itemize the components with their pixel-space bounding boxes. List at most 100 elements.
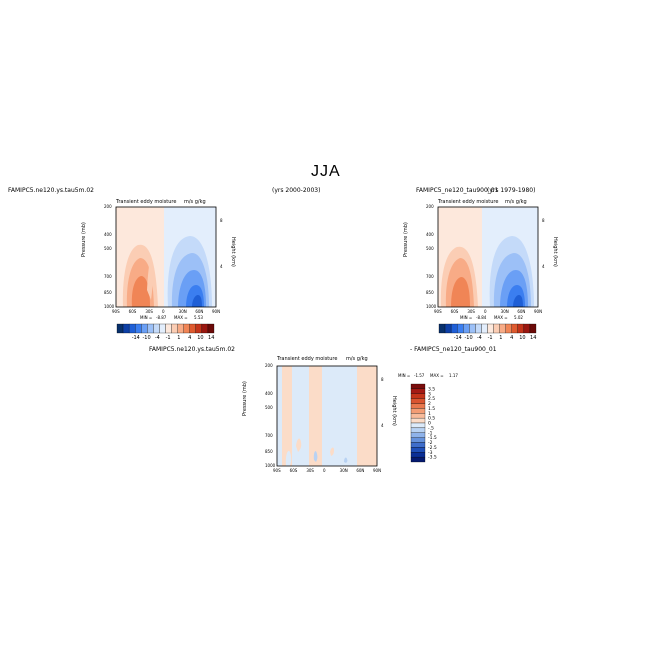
colorbar-main-right-swatch (463, 323, 470, 334)
colorbar-diff-label: 2.5 (428, 396, 435, 402)
panel1-lat-tick: 90S (112, 309, 120, 314)
panel3-lat-tick: 30S (306, 468, 314, 473)
colorbar-diff-label: 2 (428, 401, 431, 407)
panel1-min-label: MIN = (140, 315, 153, 320)
panel3-lat-tick: 60N (356, 468, 365, 473)
panel1-lat-tick: 60N (195, 309, 204, 314)
colorbar-main-left-swatch (128, 323, 136, 334)
panel3-lat-tick: 0 (323, 468, 326, 473)
colorbar-main-right-swatch (505, 323, 512, 334)
colorbar-main-right-label: 1 (499, 335, 502, 341)
colorbar-diff-label: -2 (428, 440, 433, 446)
panel3-field (277, 366, 377, 466)
panel1-years: (yrs 2000-2003) (272, 187, 321, 194)
colorbar-diff-swatch (410, 422, 426, 429)
colorbar-main-left-swatch (141, 323, 148, 334)
colorbar-diff-swatch (410, 417, 426, 424)
panel3-pressure-tick: 200 (265, 363, 273, 368)
panel3-max-label: MAX = (430, 373, 444, 378)
panel1-lat-tick: 30N (178, 309, 187, 314)
panel3-min-label: MIN = (398, 373, 411, 378)
colorbar-diff-swatch (410, 383, 426, 390)
colorbar-diff-swatch (410, 393, 426, 399)
panel1-lat-tick: 0 (162, 309, 165, 314)
colorbar-main-left-label: -10 (142, 335, 150, 341)
colorbar-main-left-swatch (122, 323, 130, 334)
colorbar-diff-label: -1.5 (428, 435, 437, 441)
colorbar-main-left-label: 10 (197, 335, 203, 341)
colorbar-main-right-swatch (511, 323, 518, 334)
colorbar-main-left-label: -14 (132, 335, 140, 341)
panel1-pressure-tick: 500 (104, 246, 112, 251)
colorbar-main-left-swatch (195, 323, 203, 334)
panel3-frame (276, 365, 378, 467)
panel1-title: Transient eddy moisture (116, 199, 177, 205)
colorbar-diff-swatch (410, 427, 426, 433)
panel2-lat-tick: 90N (534, 309, 543, 314)
panel3-height-tick: 4 (381, 423, 384, 428)
colorbar-main-right-swatch (523, 323, 531, 334)
panel3-lat-tick: 90N (373, 468, 382, 473)
colorbar-main-left-swatch (135, 323, 142, 334)
panel1-lat-tick: 30S (145, 309, 153, 314)
panel2-pressure-tick: 500 (426, 246, 434, 251)
panel2-min-value: -8.84 (476, 315, 487, 320)
colorbar-main-right-swatch (444, 323, 452, 334)
panel2-max-label: MAX = (494, 315, 508, 320)
panel1-max-label: MAX = (174, 315, 188, 320)
panel2-lat-tick: 60N (517, 309, 526, 314)
colorbar-diff-swatch (410, 456, 426, 463)
panel2-pressure-tick: 200 (426, 204, 434, 209)
panel2-lat-tick: 30S (467, 309, 475, 314)
colorbar-main-left-swatch (153, 323, 160, 334)
panel1-pressure-tick: 200 (104, 204, 112, 209)
panel2-lat-tick: 60S (450, 309, 459, 314)
colorbar-main-right-label: -4 (477, 335, 482, 341)
panel3-min-value: -1.57 (414, 373, 425, 378)
colorbar-main-left-label: -4 (155, 335, 160, 341)
colorbar-diff-swatch (410, 403, 426, 409)
colorbar-main-right-swatch (529, 323, 537, 334)
panel3-max-value: 1.17 (449, 373, 458, 378)
colorbar-diff-swatch (410, 408, 426, 414)
colorbar-diff-swatch (410, 442, 426, 448)
colorbar-diff-label: 3 (428, 391, 431, 397)
colorbar-main-left-swatch (116, 323, 124, 334)
panel3-pressure-tick: 850 (265, 449, 273, 454)
panel1-case-name: FAMIPC5.ne120.ys.tau5m.02 (8, 187, 94, 194)
colorbar-main-right-label: 10 (519, 335, 525, 341)
colorbar-main-right-label: -1 (488, 335, 493, 341)
panel2-pressure-tick: 850 (426, 290, 434, 295)
colorbar-main-right-label: 4 (510, 335, 513, 341)
panel1-field (116, 207, 216, 307)
colorbar-diff-label: -2.5 (428, 445, 437, 451)
panel2-lat-tick: 90S (434, 309, 442, 314)
colorbar-diff-swatch (410, 452, 426, 458)
colorbar-main-right-swatch (481, 323, 488, 334)
panel3-lat-tick: 90S (273, 468, 281, 473)
colorbar-diff-swatch (410, 413, 426, 419)
colorbar-main-left-swatch (189, 323, 196, 334)
colorbar-diff-label: 1 (428, 411, 431, 417)
colorbar-main-left-swatch (165, 323, 172, 334)
panel2-case-name: FAMIPC5_ne120_tau900_01 (416, 187, 499, 194)
panel2-pressure-tick: 1000 (426, 304, 437, 309)
colorbar-diff-label: 3.5 (428, 386, 435, 392)
panel2-min-label: MIN = (460, 315, 473, 320)
colorbar-main-left-swatch (177, 323, 184, 334)
panel1-units: m/s g/kg (184, 199, 206, 205)
panel1-pressure-tick: 850 (104, 290, 112, 295)
panel3-height-tick: 8 (381, 377, 384, 382)
panel3-case-name: FAMIPC5.ne120.ys.tau5m.02 (149, 346, 235, 353)
panel3-lat-tick: 60S (289, 468, 298, 473)
colorbar-main-left-swatch (207, 323, 215, 334)
panel1-pressure-tick: 400 (104, 232, 112, 237)
colorbar-diff-label: -3.5 (428, 455, 437, 461)
panel1-height-tick: 4 (220, 264, 223, 269)
panel2-lat-tick: 0 (484, 309, 487, 314)
panel3-title: Transient eddy moisture (277, 356, 338, 362)
colorbar-diff-swatch (410, 447, 426, 453)
